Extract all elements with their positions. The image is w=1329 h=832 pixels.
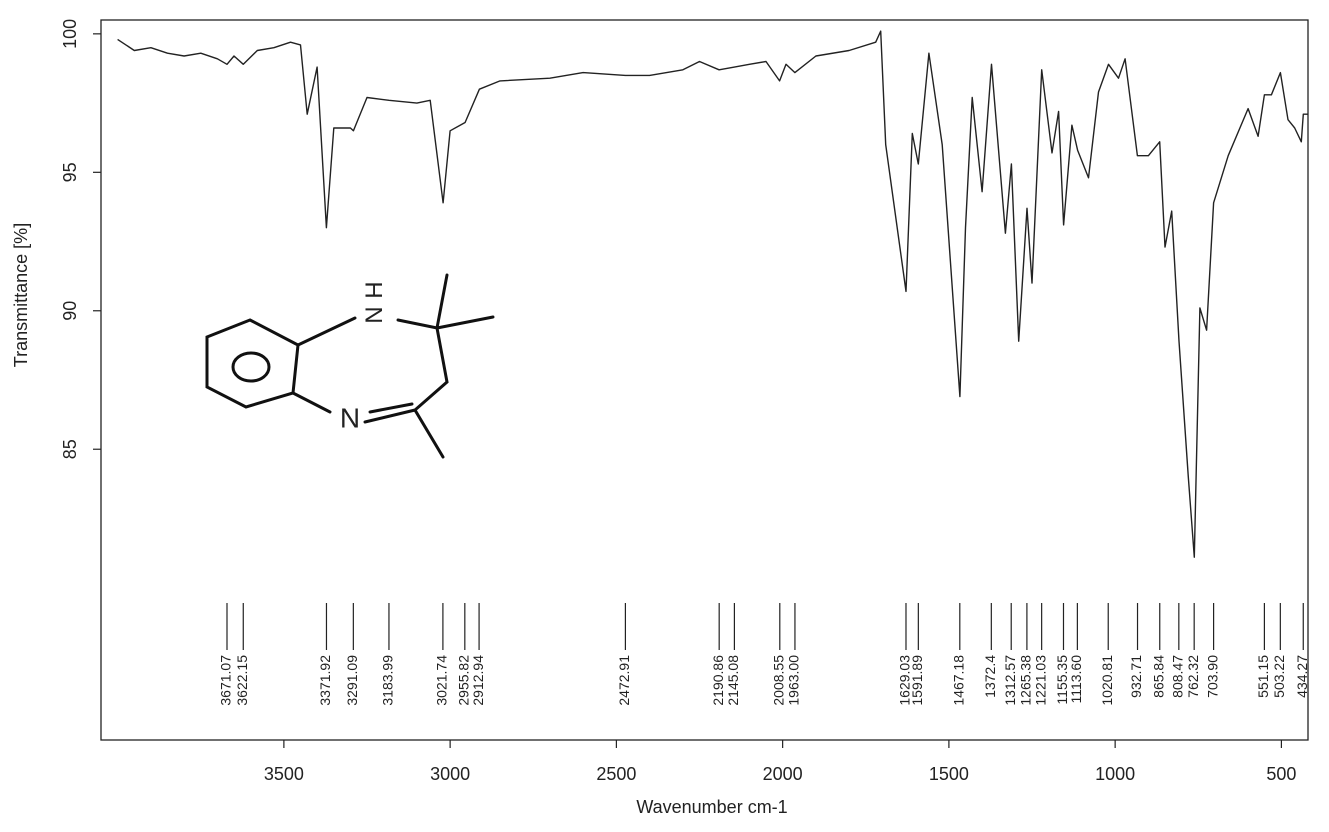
peak-label: 865.84	[1150, 655, 1166, 698]
y-axis-label: Transmittance [%]	[11, 223, 31, 367]
peak-label: 2955.82	[456, 655, 472, 706]
structure: H N N	[205, 273, 495, 459]
peak-label: 551.15	[1255, 655, 1271, 698]
x-tick-label: 1500	[929, 764, 969, 784]
peak-label: 1629.03	[897, 655, 913, 706]
peak-label: 503.22	[1271, 655, 1287, 698]
peak-label: 1312.57	[1002, 655, 1018, 706]
peak-label: 434.27	[1294, 655, 1310, 698]
peak-label: 3371.92	[317, 655, 333, 706]
peak-label: 2190.86	[710, 655, 726, 706]
aromatic-circle	[231, 351, 271, 383]
peak-label: 3021.74	[434, 655, 450, 706]
peak-label: 2145.08	[725, 655, 741, 706]
peak-label: 1963.00	[786, 655, 802, 706]
peak-label: 762.32	[1185, 655, 1201, 698]
y-tick-label: 90	[60, 301, 80, 321]
x-tick-label: 3500	[264, 764, 304, 784]
peak-label: 2008.55	[770, 655, 786, 706]
peak-label: 1265.38	[1018, 655, 1034, 706]
peak-label: 1155.35	[1054, 655, 1070, 705]
atom-label: N	[360, 306, 387, 323]
plot-frame	[100, 19, 1309, 741]
x-tick-label: 1000	[1095, 764, 1135, 784]
peak-label: 932.71	[1128, 655, 1144, 698]
x-tick-label: 2500	[596, 764, 636, 784]
peak-label: 1372.4	[982, 655, 998, 698]
atom-label: N	[340, 402, 360, 433]
peak-label: 3622.15	[234, 655, 250, 706]
peak-label: 3671.07	[218, 655, 234, 706]
peak-label: 1113.60	[1068, 655, 1084, 704]
spectrum-line	[117, 30, 1308, 558]
peak-label: 703.90	[1204, 655, 1220, 698]
peak-label: 1467.18	[951, 655, 967, 706]
y-tick-label: 95	[60, 162, 80, 182]
x-tick-label: 3000	[430, 764, 470, 784]
peak-label: 3291.09	[344, 655, 360, 706]
x-tick-label: 2000	[763, 764, 803, 784]
peak-label: 2912.94	[470, 655, 486, 706]
atom-label: H	[360, 281, 387, 298]
structure-bonds	[291, 273, 495, 459]
benzene-ring	[205, 318, 300, 409]
peak-label: 1591.89	[909, 655, 925, 706]
peak-label: 1020.81	[1099, 655, 1115, 706]
x-axis-label: Wavenumber cm-1	[636, 797, 787, 817]
peak-label: 2472.91	[616, 655, 632, 706]
x-tick-label: 500	[1266, 764, 1296, 784]
peak-label: 808.47	[1170, 655, 1186, 698]
peak-label: 1221.03	[1032, 655, 1048, 706]
y-tick-label: 100	[60, 19, 80, 49]
peak-label: 3183.99	[380, 655, 396, 706]
y-tick-label: 85	[60, 439, 80, 459]
